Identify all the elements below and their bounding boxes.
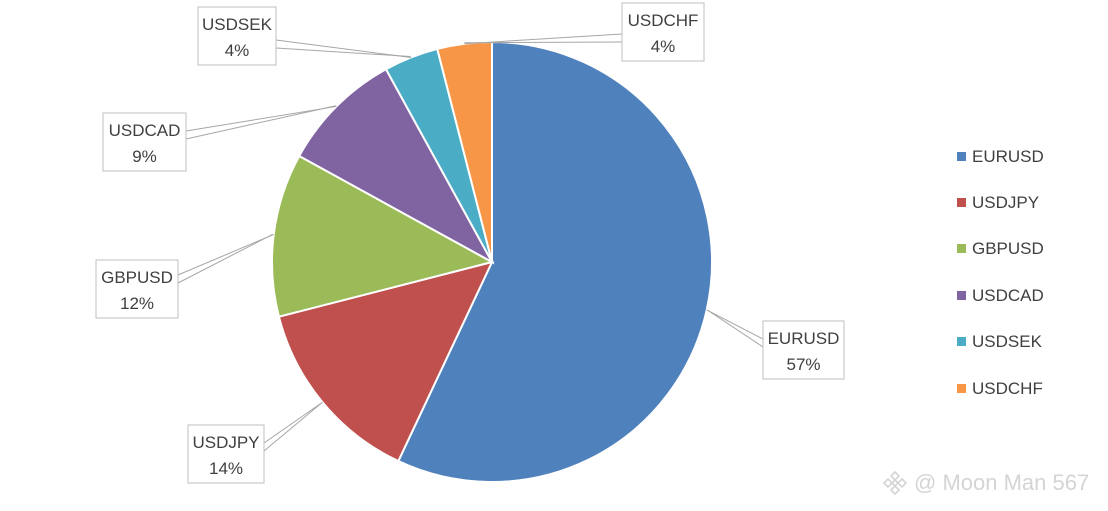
- data-label-usdsek: USDSEK 4%: [197, 6, 277, 66]
- data-label-box: [197, 6, 277, 66]
- data-label-usdchf: USDCHF 4%: [621, 2, 705, 62]
- slice-usdcad: [297, 67, 495, 265]
- leader-line-shadow-usdsek: [275, 47, 411, 58]
- leader-line-shadow-usdchf: [464, 41, 623, 44]
- watermark: @ Moon Man 567: [882, 470, 1089, 496]
- data-label-box: [762, 320, 845, 380]
- data-label-category: EURUSD: [768, 329, 840, 348]
- legend-label: USDCHF: [972, 378, 1043, 398]
- legend-label: EURUSD: [972, 146, 1044, 166]
- leader-line-usdjpy: [263, 401, 323, 444]
- leader-line-usdsek: [275, 39, 412, 58]
- data-label-category: USDCHF: [628, 11, 699, 30]
- data-label-percent: 12%: [120, 294, 154, 313]
- legend-item-usdchf: USDCHF: [957, 365, 1044, 411]
- data-label-eurusd: EURUSD 57%: [762, 320, 845, 380]
- leader-line-usdcad: [185, 105, 337, 132]
- legend-item-gbpusd: GBPUSD: [957, 226, 1044, 272]
- leader-line-shadow-gbpusd: [177, 233, 273, 284]
- data-label-box: [95, 259, 179, 319]
- slice-usdjpy: [277, 260, 494, 463]
- data-label-box: [621, 2, 705, 62]
- data-label-category: USDCAD: [109, 121, 181, 140]
- watermark-logo-icon: [882, 470, 908, 496]
- pie-slices: [271, 40, 713, 483]
- legend-item-usdjpy: USDJPY: [957, 179, 1044, 225]
- data-label-usdjpy: USDJPY 14%: [187, 424, 265, 484]
- legend-swatch: [957, 290, 966, 300]
- data-label-category: USDSEK: [202, 15, 273, 34]
- legend-label: USDJPY: [972, 193, 1040, 213]
- legend-label: GBPUSD: [972, 239, 1044, 259]
- leader-line-usdchf: [464, 33, 623, 45]
- data-label-percent: 9%: [132, 147, 157, 166]
- data-label-percent: 4%: [225, 41, 250, 60]
- data-label-box: [187, 424, 265, 484]
- leader-line-shadow-usdcad: [185, 105, 336, 140]
- data-label-category: USDJPY: [192, 433, 259, 452]
- legend-label: USDSEK: [972, 332, 1042, 352]
- legend-swatch: [957, 151, 966, 161]
- data-label-percent: 57%: [786, 355, 820, 374]
- slice-gbpusd: [271, 154, 495, 318]
- legend-swatch: [957, 198, 966, 208]
- leader-line-shadow-usdjpy: [263, 402, 323, 452]
- data-label-box: [102, 112, 187, 172]
- legend-item-usdcad: USDCAD: [957, 272, 1044, 318]
- legend-label: USDCAD: [972, 285, 1044, 305]
- data-label-percent: 4%: [651, 37, 676, 56]
- legend-swatch: [957, 244, 966, 254]
- legend-swatch: [957, 337, 966, 347]
- leader-line-eurusd: [706, 309, 764, 340]
- data-label-percent: 14%: [209, 459, 243, 478]
- legend-swatch: [957, 383, 966, 393]
- leader-line-shadow-eurusd: [707, 309, 764, 348]
- watermark-text: @ Moon Man 567: [914, 470, 1090, 495]
- leader-lines: [177, 33, 764, 452]
- chart-legend: EURUSD USDJPY GBPUSD USDCAD USDSEK USDCHF: [957, 133, 1044, 411]
- leader-line-gbpusd: [177, 233, 274, 276]
- legend-item-usdsek: USDSEK: [957, 319, 1044, 365]
- legend-item-eurusd: EURUSD: [957, 133, 1044, 179]
- data-labels: EURUSD 57% USDJPY 14% GBPUSD 12% USDCAD 9% USDSE…: [95, 2, 845, 484]
- data-label-gbpusd: GBPUSD 12%: [95, 259, 179, 319]
- data-label-usdcad: USDCAD 9%: [102, 112, 187, 172]
- data-label-category: GBPUSD: [101, 268, 173, 287]
